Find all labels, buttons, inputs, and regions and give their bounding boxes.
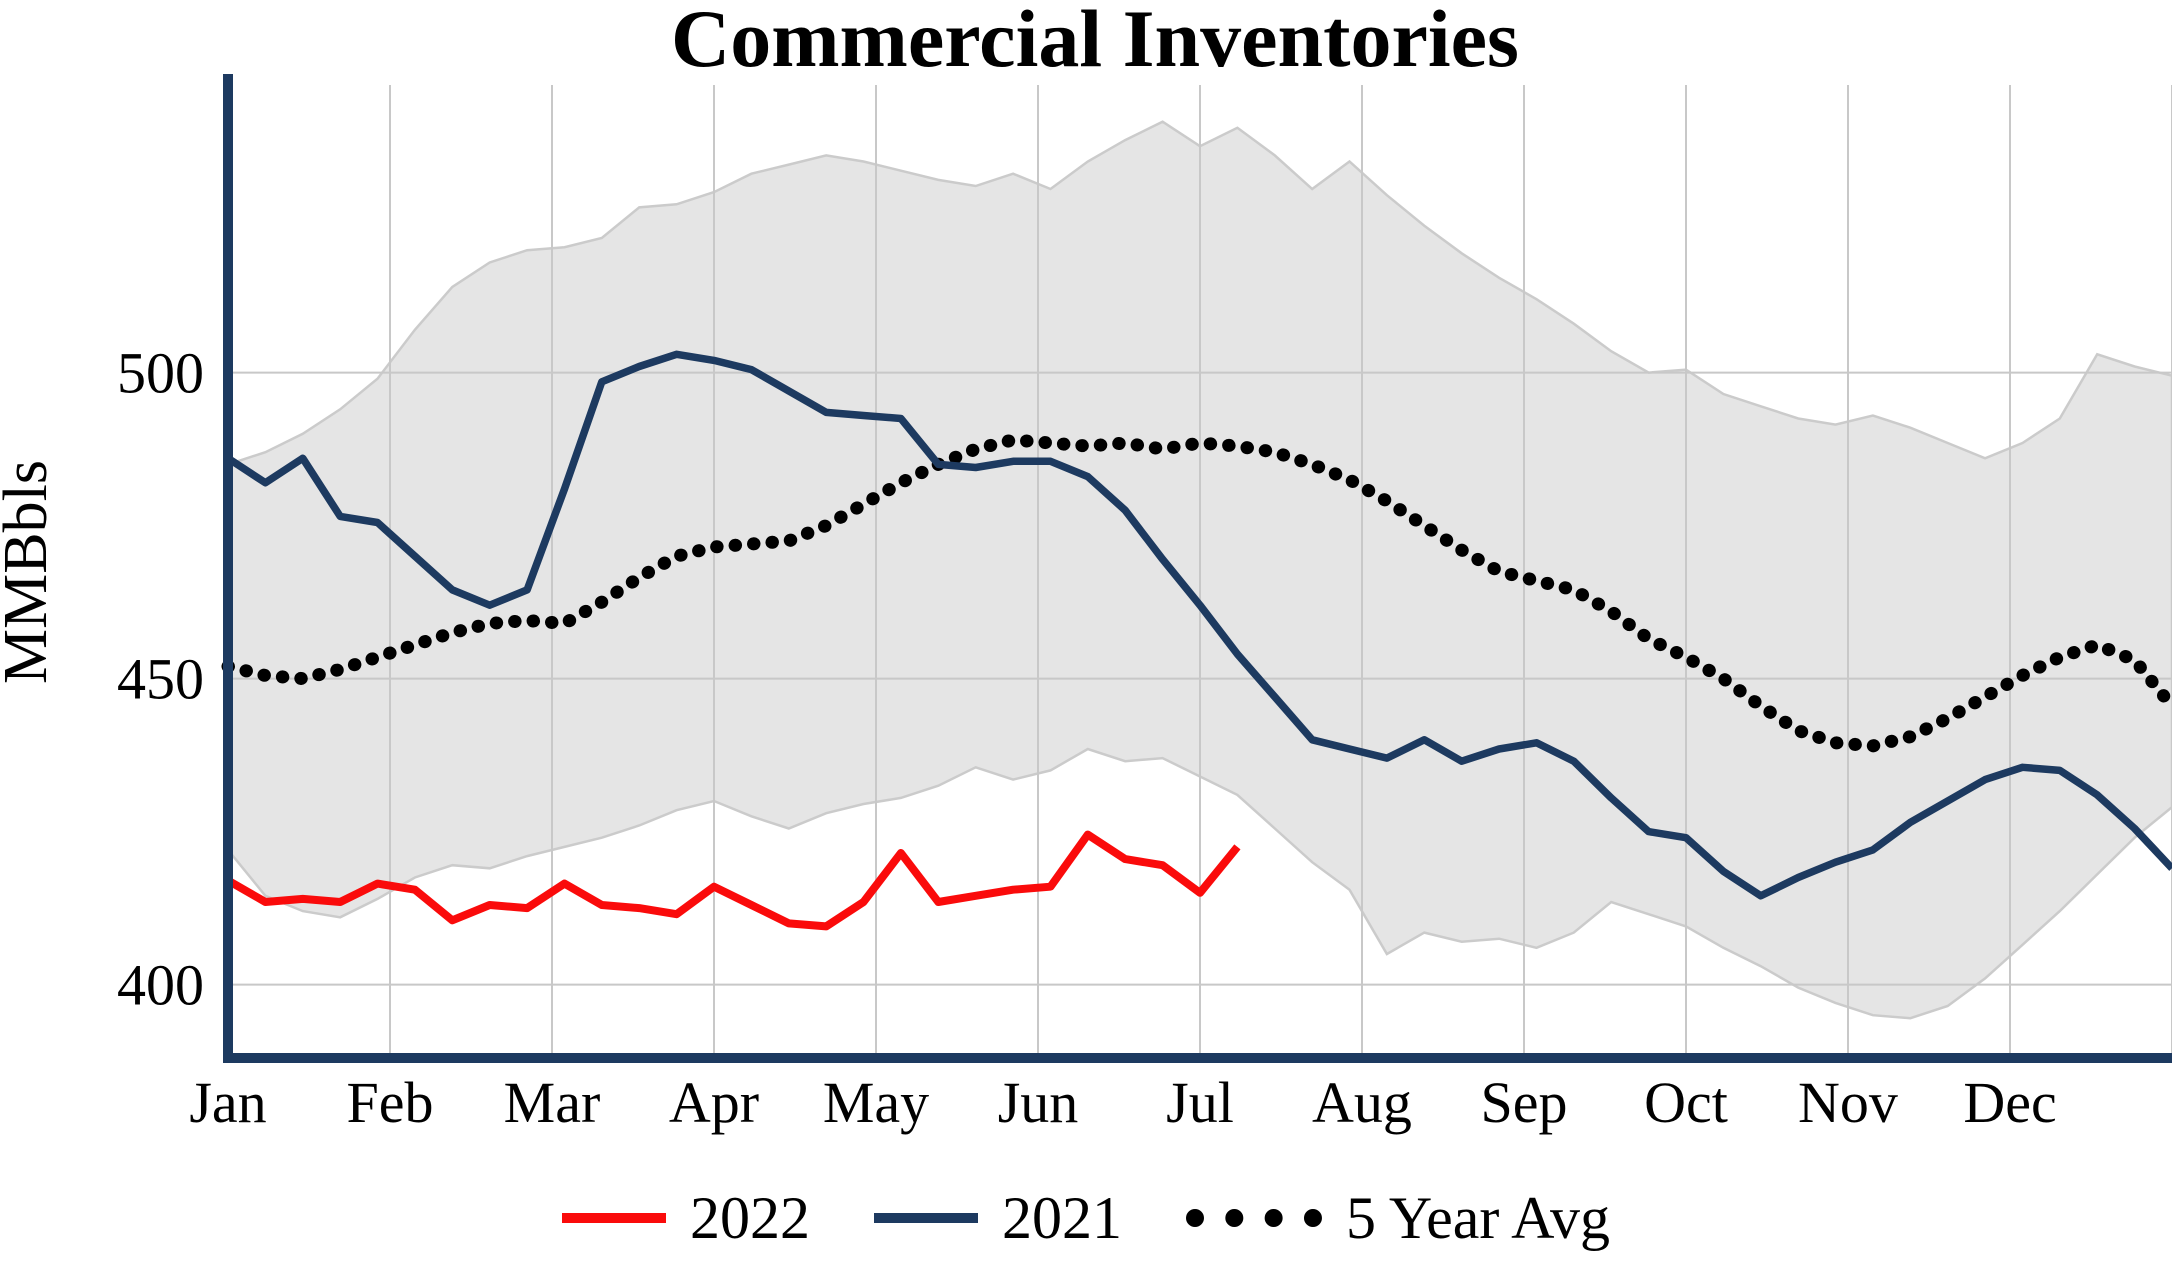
x-tick-sep: Sep [1481, 1070, 1568, 1135]
legend-swatch-2021 [874, 1213, 979, 1223]
legend-label-2021: 2021 [1002, 1185, 1123, 1251]
x-tick-mar: Mar [504, 1070, 601, 1135]
legend-swatch-2022 [562, 1213, 667, 1223]
line-2021 [225, 350, 2172, 900]
x-tick-aug: Aug [1312, 1070, 1412, 1135]
gridlines [228, 85, 2172, 1058]
x-tick-jan: Jan [189, 1070, 266, 1135]
legend: 2022 2021 5 Year Avg [0, 1188, 2172, 1248]
y-tick-500: 500 [117, 341, 204, 406]
y-axis-label: MMBbls [0, 460, 60, 684]
line-5-year-avg [221, 433, 2172, 753]
legend-label-5-year-avg: 5 Year Avg [1346, 1185, 1610, 1251]
legend-label-2022: 2022 [690, 1185, 811, 1251]
x-tick-jul: Jul [1166, 1070, 1234, 1135]
legend-item-2021: 2021 [874, 1188, 1122, 1248]
y-tick-400: 400 [117, 953, 204, 1018]
line-2022 [226, 830, 1241, 931]
legend-item-5-year-avg: 5 Year Avg [1186, 1188, 1610, 1248]
y-axis-labels: 400 450 500 [117, 341, 204, 1018]
x-tick-may: May [823, 1070, 929, 1135]
x-tick-feb: Feb [347, 1070, 434, 1135]
x-tick-jun: Jun [998, 1070, 1079, 1135]
x-tick-apr: Apr [669, 1070, 759, 1135]
legend-swatch-5-year-avg [1186, 1209, 1323, 1227]
legend-item-2022: 2022 [562, 1188, 810, 1248]
x-tick-oct: Oct [1644, 1070, 1728, 1135]
chart-title: Commercial Inventories [671, 0, 1519, 84]
x-tick-nov: Nov [1798, 1070, 1898, 1135]
x-axis-labels: Jan Feb Mar Apr May Jun Jul Aug Sep Oct Nov Dec [189, 1070, 2056, 1135]
y-tick-450: 450 [117, 647, 204, 712]
x-tick-dec: Dec [1963, 1070, 2056, 1135]
